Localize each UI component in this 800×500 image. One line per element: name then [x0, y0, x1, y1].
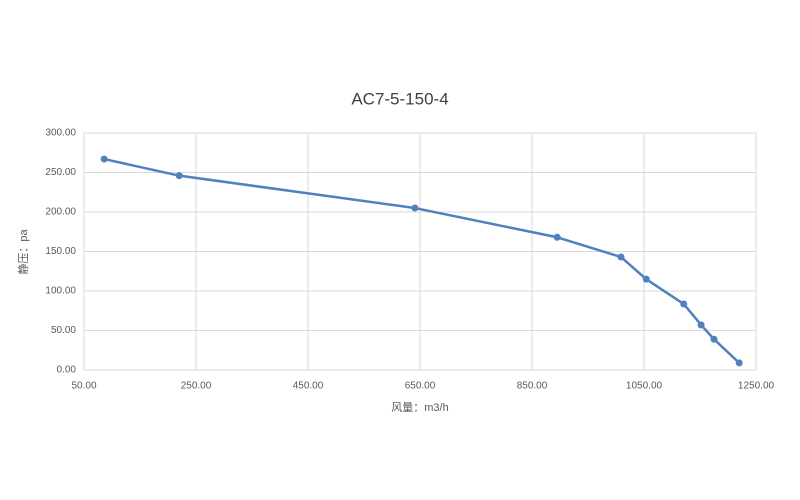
x-axis-title: 风量：m3/h	[391, 401, 448, 414]
y-tick-label: 200.00	[45, 207, 76, 218]
point	[697, 321, 705, 329]
x-tick-label: 850.00	[517, 381, 548, 392]
point	[680, 300, 688, 308]
chart-title: AC7-5-150-4	[351, 89, 448, 108]
point	[710, 335, 718, 343]
x-tick-label: 650.00	[405, 381, 436, 392]
point	[175, 172, 183, 180]
point	[411, 204, 419, 212]
point	[735, 359, 743, 367]
x-tick-label: 450.00	[293, 381, 324, 392]
y-tick-label: 300.00	[45, 128, 76, 139]
line	[103, 157, 741, 364]
point	[100, 155, 108, 163]
y-tick-label: 250.00	[45, 167, 76, 178]
point	[553, 233, 561, 241]
point	[617, 253, 625, 261]
point	[642, 275, 650, 283]
y-tick-label: 0.00	[57, 365, 77, 376]
x-tick-label: 250.00	[181, 381, 212, 392]
x-tick-label: 1250.00	[738, 381, 775, 392]
y-tick-label: 150.00	[45, 246, 76, 257]
y-axis-title: 静压：pa	[16, 229, 30, 275]
y-tick-label: 100.00	[45, 286, 76, 297]
x-tick-label: 50.00	[71, 381, 96, 392]
y-tick-label: 50.00	[51, 325, 76, 336]
x-tick-label: 1050.00	[626, 381, 663, 392]
